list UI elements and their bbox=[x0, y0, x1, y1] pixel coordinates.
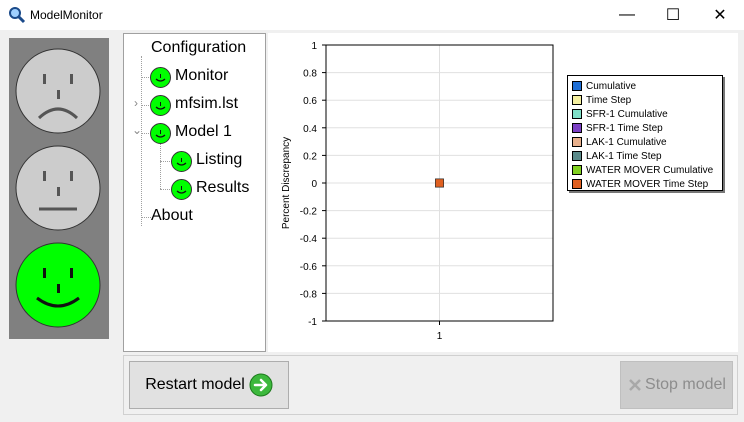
legend-item: Cumulative bbox=[572, 79, 636, 93]
legend-item: Time Step bbox=[572, 93, 631, 107]
legend-label: SFR-1 Cumulative bbox=[586, 108, 668, 120]
stop-x-icon bbox=[629, 379, 641, 391]
legend-swatch bbox=[572, 165, 582, 175]
chart-legend: Cumulative Time Step SFR-1 Cumulative SFR-1… bbox=[567, 75, 723, 191]
legend-label: Time Step bbox=[586, 94, 632, 106]
restart-button-label: Restart model bbox=[145, 376, 245, 393]
y-tick-label: -0.2 bbox=[300, 207, 318, 218]
chevron-right-icon[interactable]: › bbox=[134, 96, 138, 110]
green-smiley-icon bbox=[150, 123, 171, 144]
legend-swatch bbox=[572, 81, 582, 91]
legend-item: SFR-1 Time Step bbox=[572, 121, 663, 135]
y-tick-label: -0.8 bbox=[300, 289, 318, 300]
happy-face-icon bbox=[15, 242, 101, 328]
status-light-panel bbox=[9, 38, 109, 339]
stop-button-label: Stop model bbox=[645, 376, 726, 393]
legend-swatch bbox=[572, 137, 582, 147]
stop-model-button[interactable]: Stop model bbox=[620, 361, 733, 409]
green-smiley-icon bbox=[150, 67, 171, 88]
arrow-right-icon bbox=[249, 373, 273, 397]
legend-item: WATER MOVER Cumulative bbox=[572, 163, 713, 177]
tree-item-configuration[interactable]: Configuration bbox=[151, 39, 247, 56]
legend-label: Cumulative bbox=[586, 80, 637, 92]
bar-water-mover-time-step bbox=[435, 178, 444, 188]
legend-item: WATER MOVER Time Step bbox=[572, 177, 708, 191]
navigation-tree: Configuration Monitor › mfsim.lst ⌄ Mode… bbox=[123, 33, 266, 352]
legend-label: LAK-1 Cumulative bbox=[586, 136, 667, 148]
legend-label: LAK-1 Time Step bbox=[586, 150, 662, 162]
tree-item-listing[interactable]: Listing bbox=[196, 151, 243, 168]
legend-item: LAK-1 Cumulative bbox=[572, 135, 667, 149]
y-axis-label: Percent Discrepancy bbox=[281, 137, 292, 229]
sad-face-icon bbox=[15, 48, 101, 134]
chart-canvas: 1 0.8 0.6 0.4 0.2 0 -0.2 -0.4 -0.6 -0.8 -1 1 Percent… bbox=[281, 41, 554, 342]
close-button[interactable]: ✕ bbox=[713, 7, 727, 24]
y-tick-label: 0 bbox=[311, 179, 317, 190]
green-smiley-icon bbox=[171, 151, 192, 172]
y-tick-label: -0.4 bbox=[300, 234, 318, 245]
title-bar bbox=[0, 0, 744, 30]
legend-label: WATER MOVER Time Step bbox=[586, 178, 709, 190]
legend-item: SFR-1 Cumulative bbox=[572, 107, 668, 121]
y-tick-label: 0.8 bbox=[303, 69, 317, 80]
y-tick-label: 0.2 bbox=[303, 151, 317, 162]
legend-label: WATER MOVER Cumulative bbox=[586, 164, 714, 176]
legend-swatch bbox=[572, 151, 582, 161]
window-title: ModelMonitor bbox=[30, 8, 103, 22]
legend-swatch bbox=[572, 179, 582, 189]
green-smiley-icon bbox=[150, 95, 171, 116]
magnifier-icon bbox=[8, 6, 26, 24]
tree-item-results[interactable]: Results bbox=[196, 179, 250, 196]
y-tick-label: 1 bbox=[311, 41, 317, 52]
y-tick-label: 0.4 bbox=[303, 124, 317, 135]
y-tick-label: 0.6 bbox=[303, 96, 317, 107]
tree-item-model-1[interactable]: Model 1 bbox=[175, 123, 232, 140]
tree-item-monitor[interactable]: Monitor bbox=[175, 67, 229, 84]
y-tick-label: -0.6 bbox=[300, 262, 318, 273]
legend-swatch bbox=[572, 95, 582, 105]
chevron-down-icon[interactable]: ⌄ bbox=[132, 123, 143, 137]
maximize-button[interactable]: ☐ bbox=[665, 7, 681, 24]
minimize-button[interactable]: — bbox=[619, 6, 635, 23]
tree-item-mfsim-lst[interactable]: mfsim.lst bbox=[175, 95, 239, 112]
x-tick-label: 1 bbox=[437, 331, 443, 342]
neutral-face-icon bbox=[15, 145, 101, 231]
legend-swatch bbox=[572, 123, 582, 133]
legend-label: SFR-1 Time Step bbox=[586, 122, 663, 134]
legend-swatch bbox=[572, 109, 582, 119]
restart-model-button[interactable]: Restart model bbox=[129, 361, 289, 409]
legend-item: LAK-1 Time Step bbox=[572, 149, 662, 163]
y-tick-label: -1 bbox=[308, 317, 317, 328]
green-smiley-icon bbox=[171, 179, 192, 200]
tree-item-about[interactable]: About bbox=[151, 207, 193, 224]
